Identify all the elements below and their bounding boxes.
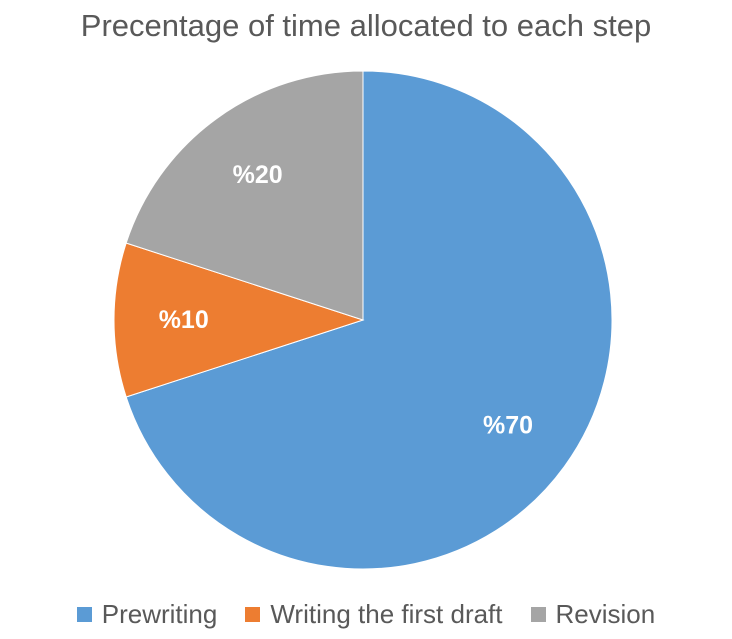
pie-slice-prewriting: [125, 70, 613, 570]
legend-label-prewriting: Prewriting: [101, 598, 218, 629]
chart-title: Precentage of time allocated to each ste…: [80, 8, 652, 43]
pie-slices: [113, 70, 613, 570]
legend-item-revision: Revision: [530, 598, 656, 630]
data-label-prewriting: %70: [483, 411, 533, 439]
pie-slice-revision: [125, 70, 364, 321]
legend-item-writing-first-draft: Writing the first draft: [245, 598, 503, 630]
legend-swatch-writing-first-draft: [245, 606, 261, 622]
legend-label-revision: Revision: [555, 598, 656, 629]
legend-swatch-prewriting: [76, 606, 92, 622]
legend-label-writing-first-draft: Writing the first draft: [270, 598, 503, 629]
pie-data-labels: %70 %10 %20: [159, 161, 533, 439]
data-label-writing-the-first-draft: %10: [159, 306, 209, 334]
chart-legend: Prewriting Writing the first draft Revis…: [0, 596, 732, 632]
data-label-revision: %20: [233, 161, 283, 189]
legend-swatch-revision: [530, 606, 546, 622]
legend-item-prewriting: Prewriting: [76, 598, 218, 630]
pie-slice-writing-the-first-draft: [113, 242, 365, 398]
